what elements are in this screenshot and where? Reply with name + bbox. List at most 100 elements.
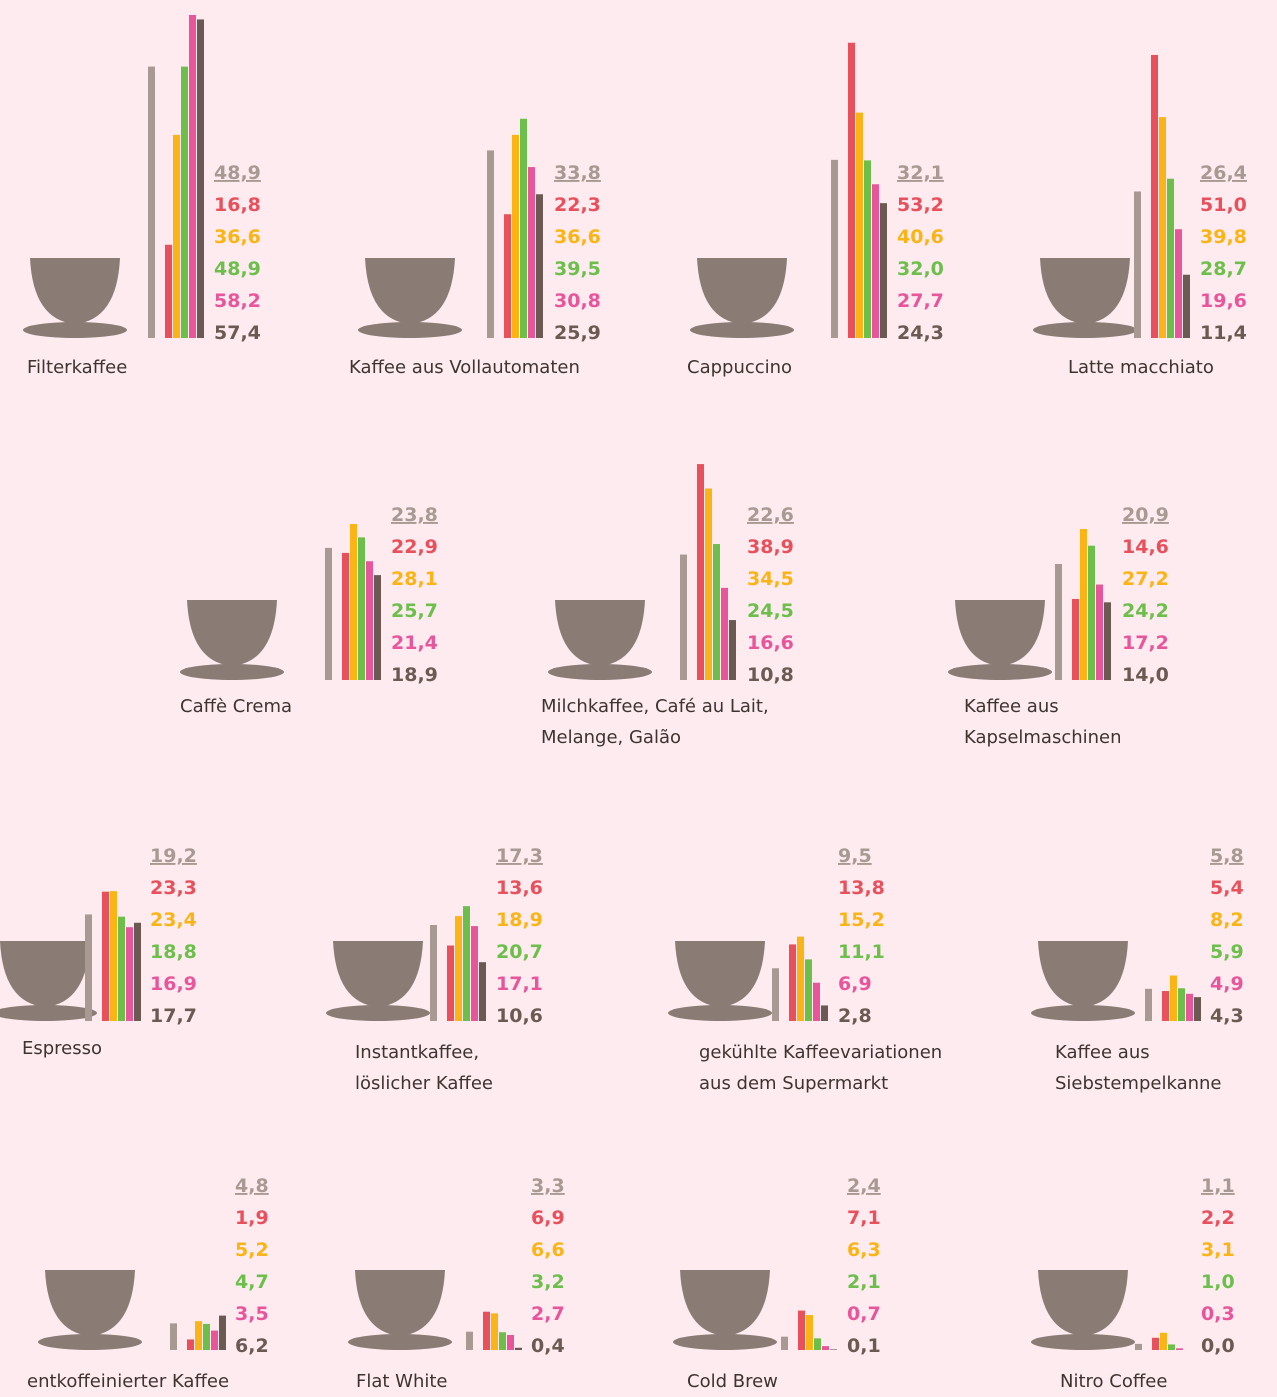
cup-icon bbox=[1038, 941, 1128, 1007]
cup-icon bbox=[355, 1270, 445, 1336]
value-label: 34,5 bbox=[747, 568, 794, 590]
value-label: 16,9 bbox=[150, 973, 197, 995]
value-label: 3,1 bbox=[1201, 1239, 1235, 1261]
value-label: 1,1 bbox=[1201, 1175, 1235, 1197]
bar bbox=[729, 620, 736, 680]
cup-icon bbox=[555, 600, 645, 666]
value-label: 5,8 bbox=[1210, 845, 1244, 867]
value-label: 5,4 bbox=[1210, 877, 1244, 899]
bar bbox=[197, 19, 204, 339]
cup-icon bbox=[697, 258, 787, 324]
cup-icon bbox=[955, 600, 1045, 666]
bar bbox=[170, 1323, 177, 1350]
value-label: 18,8 bbox=[150, 941, 197, 963]
saucer-icon bbox=[0, 1005, 97, 1021]
bar bbox=[856, 112, 863, 338]
value-label: 36,6 bbox=[214, 226, 261, 248]
bar bbox=[126, 927, 133, 1021]
bar bbox=[789, 944, 796, 1021]
bar bbox=[680, 554, 687, 680]
saucer-icon bbox=[668, 1005, 772, 1021]
cup-icon bbox=[675, 941, 765, 1007]
bar bbox=[447, 945, 454, 1021]
value-label: 2,2 bbox=[1201, 1207, 1235, 1229]
drink-title: Cappuccino bbox=[687, 357, 793, 378]
bar bbox=[536, 194, 543, 338]
bar bbox=[806, 1315, 813, 1350]
bar bbox=[1167, 178, 1174, 338]
value-label: 0,4 bbox=[531, 1335, 565, 1357]
bar bbox=[512, 134, 519, 338]
value-label: 14,6 bbox=[1122, 536, 1169, 558]
bar bbox=[821, 1005, 828, 1021]
value-label: 20,9 bbox=[1122, 504, 1169, 526]
drink-title: Cold Brew bbox=[687, 1371, 778, 1392]
value-label: 25,7 bbox=[391, 600, 438, 622]
bar bbox=[880, 203, 887, 338]
drink-title: Kaffee aus Kapselmaschinen bbox=[964, 696, 1122, 748]
drink-title: entkoffeinierter Kaffee bbox=[27, 1371, 230, 1392]
value-label: 26,4 bbox=[1200, 162, 1247, 184]
bar bbox=[504, 214, 511, 338]
value-label: 2,7 bbox=[531, 1303, 565, 1325]
value-label: 22,6 bbox=[747, 504, 794, 526]
value-label: 3,5 bbox=[235, 1303, 269, 1325]
value-label: 0,0 bbox=[1201, 1335, 1235, 1357]
bar bbox=[203, 1323, 210, 1350]
value-label: 36,6 bbox=[554, 226, 601, 248]
bar bbox=[366, 561, 373, 680]
value-label: 23,3 bbox=[150, 877, 197, 899]
value-label: 4,9 bbox=[1210, 973, 1244, 995]
drink-title: Nitro Coffee bbox=[1060, 1371, 1168, 1392]
cup-icon bbox=[187, 600, 277, 666]
bar bbox=[1104, 602, 1111, 680]
value-label: 5,9 bbox=[1210, 941, 1244, 963]
bar bbox=[1160, 1332, 1167, 1350]
bar bbox=[1055, 564, 1062, 680]
saucer-icon bbox=[348, 1334, 452, 1350]
value-label: 2,4 bbox=[847, 1175, 881, 1197]
bar bbox=[1080, 529, 1087, 680]
bar bbox=[118, 916, 125, 1021]
bar bbox=[173, 134, 180, 338]
saucer-icon bbox=[326, 1005, 430, 1021]
bar bbox=[1186, 993, 1193, 1021]
value-label: 11,1 bbox=[838, 941, 885, 963]
bar bbox=[515, 1347, 522, 1350]
value-label: 13,8 bbox=[838, 877, 885, 899]
bar bbox=[181, 66, 188, 338]
value-label: 4,3 bbox=[1210, 1005, 1244, 1027]
value-label: 8,2 bbox=[1210, 909, 1244, 931]
value-label: 9,5 bbox=[838, 845, 872, 867]
value-label: 39,5 bbox=[554, 258, 601, 280]
value-label: 24,2 bbox=[1122, 600, 1169, 622]
value-label: 20,7 bbox=[496, 941, 543, 963]
saucer-icon bbox=[690, 322, 794, 338]
value-label: 53,2 bbox=[897, 194, 944, 216]
value-label: 6,9 bbox=[531, 1207, 565, 1229]
value-label: 6,3 bbox=[847, 1239, 881, 1261]
cup-icon bbox=[1038, 1270, 1128, 1336]
bar bbox=[471, 926, 478, 1021]
value-label: 51,0 bbox=[1200, 194, 1247, 216]
bar bbox=[1170, 975, 1177, 1021]
bar bbox=[848, 42, 855, 339]
value-label: 23,4 bbox=[150, 909, 197, 931]
value-label: 0,3 bbox=[1201, 1303, 1235, 1325]
value-label: 40,6 bbox=[897, 226, 944, 248]
bar bbox=[528, 167, 535, 338]
saucer-icon bbox=[1031, 1005, 1135, 1021]
value-label: 24,3 bbox=[897, 322, 944, 344]
bar bbox=[1096, 584, 1103, 680]
value-label: 38,9 bbox=[747, 536, 794, 558]
value-label: 27,7 bbox=[897, 290, 944, 312]
saucer-icon bbox=[23, 322, 127, 338]
value-label: 0,1 bbox=[847, 1335, 881, 1357]
bar bbox=[822, 1346, 829, 1350]
cup-icon bbox=[30, 258, 120, 324]
bar bbox=[165, 244, 172, 338]
value-label: 24,5 bbox=[747, 600, 794, 622]
value-label: 1,0 bbox=[1201, 1271, 1235, 1293]
bar bbox=[830, 1349, 837, 1350]
